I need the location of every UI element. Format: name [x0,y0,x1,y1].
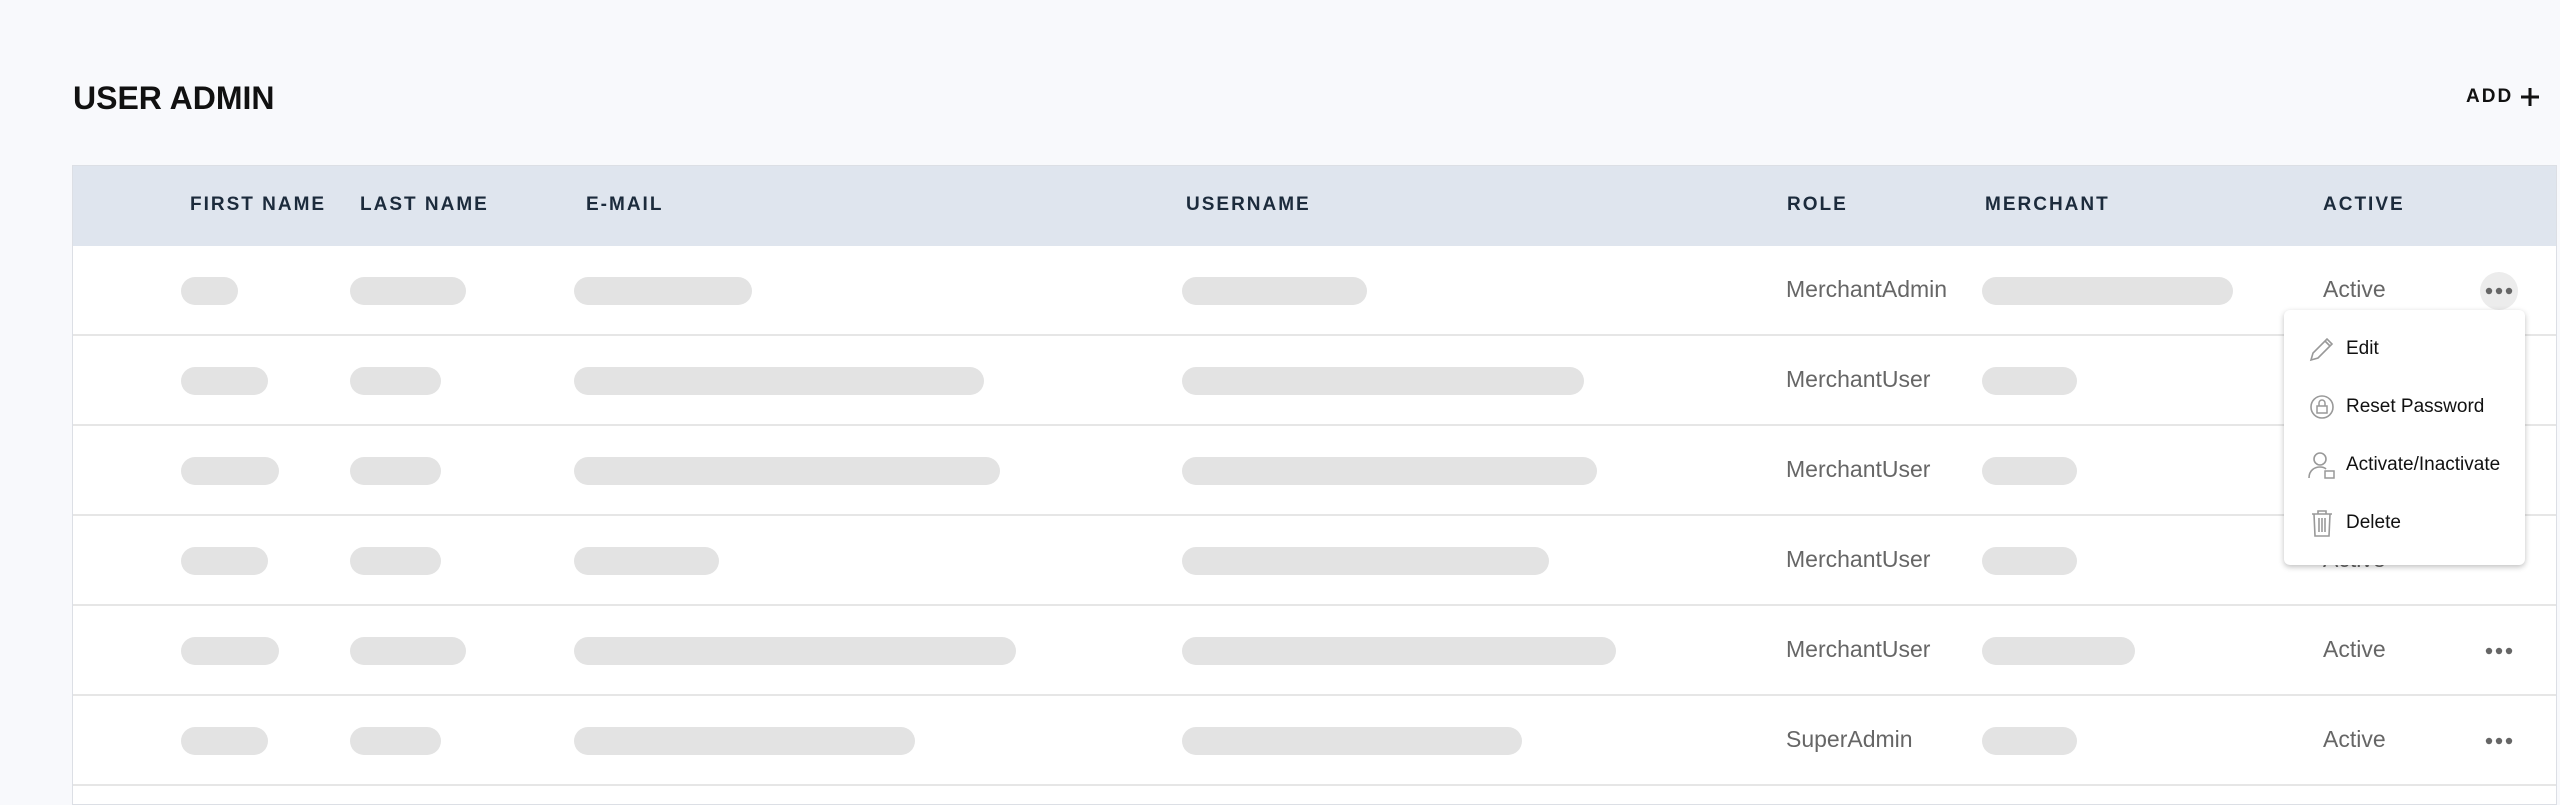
redacted-placeholder [181,457,279,485]
column-header: LAST NAME [360,194,489,215]
redacted-placeholder [350,637,466,665]
menu-item[interactable]: Edit [2284,320,2525,378]
menu-item-label: Reset Password [2346,396,2485,417]
redacted-placeholder [574,637,1016,665]
table-row: MerchantUser Active [73,606,2556,696]
redacted-placeholder [350,457,441,485]
table-header: FIRST NAME LAST NAME E-MAIL USERNAME ROLE MER… [73,166,2556,246]
redacted-placeholder [181,367,268,395]
redacted-placeholder [1182,727,1522,755]
role-cell: MerchantAdmin [1786,276,1948,302]
menu-item[interactable]: Reset Password [2284,378,2525,436]
redacted-placeholder [1182,637,1616,665]
more-button[interactable] [2480,722,2518,760]
menu-icon [2312,510,2332,537]
role-cell: MerchantUser [1786,636,1931,662]
redacted-placeholder [1982,637,2135,665]
more-button[interactable] [2480,632,2518,670]
menu-icon [2308,452,2335,479]
menu-item[interactable]: Activate/Inactivate [2284,436,2525,494]
redacted-placeholder [1982,547,2077,575]
user-table: FIRST NAME LAST NAME E-MAIL USERNAME ROLE MER… [72,165,2557,805]
redacted-placeholder [181,727,268,755]
column-header: MERCHANT [1985,194,2110,215]
table-row: MerchantAdmin Active [73,246,2556,336]
redacted-placeholder [350,277,466,305]
active-cell: Active [2323,276,2386,302]
table-row: SuperAdmin Active [73,696,2556,786]
add-label: ADD [2466,86,2514,107]
redacted-placeholder [181,547,268,575]
row-menu: Edit Reset Password Activate/Inactivate Del… [2284,310,2525,565]
redacted-placeholder [181,277,238,305]
role-cell: MerchantUser [1786,366,1931,392]
role-cell: MerchantUser [1786,546,1931,572]
redacted-placeholder [1982,727,2077,755]
column-header: USERNAME [1186,194,1311,215]
redacted-placeholder [574,547,719,575]
redacted-placeholder [1982,367,2077,395]
redacted-placeholder [574,727,915,755]
redacted-placeholder [574,367,984,395]
plus-icon [2521,88,2540,106]
redacted-placeholder [1182,367,1584,395]
menu-item-label: Delete [2346,512,2401,533]
role-cell: SuperAdmin [1786,726,1913,752]
redacted-placeholder [350,547,441,575]
redacted-placeholder [574,457,1000,485]
column-header: E-MAIL [586,194,664,215]
redacted-placeholder [1982,277,2233,305]
redacted-placeholder [350,367,441,395]
dots-icon [2485,737,2513,745]
redacted-placeholder [574,277,752,305]
dots-icon [2485,287,2513,295]
menu-item-label: Activate/Inactivate [2346,454,2501,475]
redacted-placeholder [1982,457,2077,485]
column-header: ROLE [1787,194,1848,215]
column-header: ACTIVE [2323,194,2405,215]
redacted-placeholder [1182,547,1549,575]
redacted-placeholder [1182,277,1367,305]
active-cell: Active [2323,636,2386,662]
column-header: FIRST NAME [190,194,327,215]
menu-item-label: Edit [2346,338,2379,359]
page: USER ADMIN ADD FIRST NAME LAST NAME E-MAIL… [72,80,2557,805]
more-button[interactable] [2480,272,2518,310]
menu-item[interactable]: Delete [2284,494,2525,552]
page-title: USER ADMIN [73,80,275,116]
dots-icon [2485,647,2513,655]
active-cell: Active [2323,726,2386,752]
menu-icon [2310,395,2334,419]
role-cell: MerchantUser [1786,456,1931,482]
redacted-placeholder [1182,457,1597,485]
menu-icon [2309,337,2334,362]
add-button[interactable]: ADD [2466,86,2541,108]
redacted-placeholder [181,637,279,665]
redacted-placeholder [350,727,441,755]
